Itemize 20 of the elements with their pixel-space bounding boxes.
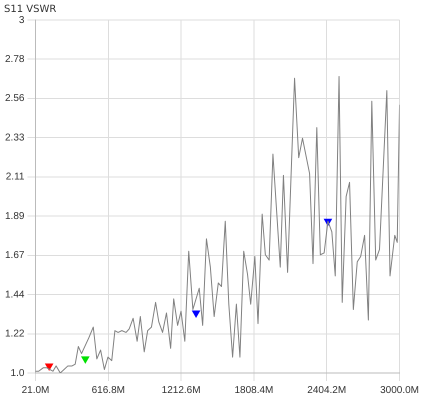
y-tick-label: 2.78 <box>4 54 25 65</box>
y-tick-label: 2.33 <box>4 132 25 144</box>
y-tick-label: 2.56 <box>4 93 25 104</box>
y-tick-label: 1.0 <box>10 368 25 379</box>
y-tick-label: 1.67 <box>4 250 25 262</box>
x-tick-label: 616.8M <box>92 384 125 396</box>
y-tick-label: 1.44 <box>4 289 25 300</box>
point <box>44 363 54 371</box>
point <box>192 310 200 318</box>
x-tick-label: 3000.0M <box>380 384 420 396</box>
x-tick-label: 1808.4M <box>234 384 274 396</box>
point <box>80 356 90 364</box>
y-tick-label: 1.89 <box>4 210 25 222</box>
x-tick-label: 1212.6M <box>162 384 201 396</box>
y-tick-label: 3 <box>18 14 25 26</box>
y-tick-label: 2.11 <box>6 172 25 183</box>
x-tick-label: 21.0M <box>22 384 50 396</box>
y-tick-label: 1.22 <box>4 328 25 340</box>
chart-title: S11 VSWR <box>4 4 56 15</box>
x-tick-label: 2404.2M <box>307 384 346 396</box>
